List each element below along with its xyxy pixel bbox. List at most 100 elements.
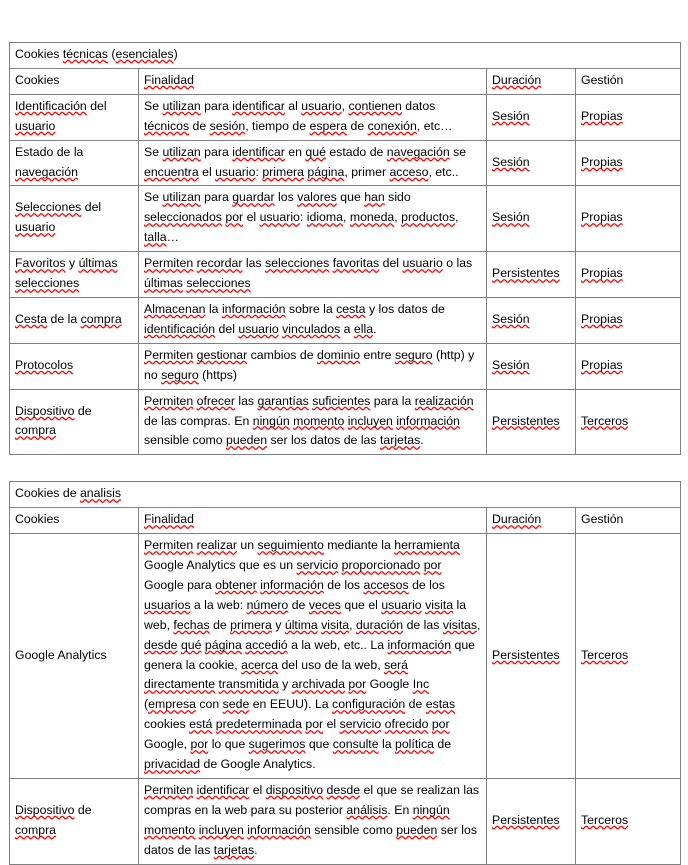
cell-cookie: Favoritos y últimas selecciones [9,251,139,298]
table-caption-row: Cookies técnicas (esenciales) [8,42,682,69]
table-caption: Cookies técnicas (esenciales) [8,42,682,69]
cell-duracion-text: Sesión [492,210,530,225]
table-row: Dispositivo de compra Permiten identifica… [9,778,682,865]
table-caption-row: Cookies de analisis [8,481,682,509]
cell-finalidad-text: Se utilizan para guardar los valores que… [144,190,459,245]
cookies-analisis-body: Cookies de analisis Cookies Finalidad Du… [8,481,682,535]
cell-finalidad: Permiten identificar el dispositivo desd… [138,778,487,865]
cell-gestion: Propias [574,139,682,187]
cell-duracion-text: Sesión [492,108,530,123]
cell-gestion-text: Terceros [581,413,629,428]
cell-finalidad: Permiten realizar un seguimiento mediant… [138,533,487,779]
column-header-duracion: Duración [486,507,576,535]
cell-cookie: Selecciones del usuario [9,185,139,253]
cell-cookie-text: Protocolos [15,357,74,372]
cell-gestion: Terceros [574,778,682,865]
column-header-gestion: Gestión [574,507,682,535]
cell-finalidad-text: Permiten recordar las selecciones favori… [144,256,473,291]
cell-cookie-text: Dispositivo de compra [15,403,92,438]
cell-cookie: Google Analytics [9,533,139,779]
cell-gestion: Terceros [574,388,682,456]
table-row: Identificación del usuario Se utilizan pa… [9,93,682,141]
cell-gestion-text: Propias [581,311,623,326]
cell-duracion-text: Persistentes [492,812,560,827]
table-header-row: Cookies Finalidad Duración Gestión [9,507,682,535]
cell-duracion-text: Sesión [492,311,530,326]
cookies-analisis-rows: Google Analytics Permiten realizar un seg… [9,533,682,865]
table-row: Selecciones del usuario Se utilizan para … [9,185,682,253]
cell-cookie-text: Cesta de la compra [15,311,122,326]
cell-finalidad: Se utilizan para guardar los valores que… [138,185,487,253]
cell-duracion: Sesión [486,296,576,344]
table-row: Protocolos Permiten gestionar cambios de … [9,342,682,390]
cell-gestion: Propias [574,342,682,390]
table-row: Favoritos y últimas selecciones Permiten … [9,251,682,298]
column-header-finalidad: Finalidad [138,507,487,535]
cell-cookie: Identificación del usuario [9,93,139,141]
cell-gestion-text: Terceros [581,647,629,662]
cell-gestion: Propias [574,93,682,141]
cell-finalidad-text: Permiten ofrecer las garantías suficient… [144,393,474,448]
cookies-analisis-table: Cookies de analisis Cookies Finalidad Du… [8,481,682,865]
cell-gestion: Propias [574,251,682,298]
cell-duracion: Sesión [486,185,576,253]
cell-duracion-text: Persistentes [492,266,560,281]
cell-duracion-text: Persistentes [492,647,560,662]
cookies-tecnicas-table: Cookies técnicas (esenciales) Cookies Fi… [8,42,682,456]
cell-gestion-text: Terceros [581,812,629,827]
column-header-cookies: Cookies [9,67,139,95]
column-header-gestion: Gestión [574,67,682,95]
cell-cookie: Dispositivo de compra [9,778,139,865]
cell-gestion: Propias [574,185,682,253]
cell-cookie: Cesta de la compra [9,296,139,344]
cell-cookie-text: Selecciones del usuario [15,200,102,235]
table-caption: Cookies de analisis [8,481,682,509]
cell-finalidad-text: Almacenan la información sobre la cesta … [144,301,445,336]
cell-finalidad: Permiten ofrecer las garantías suficient… [138,388,487,456]
cell-duracion-text: Sesión [492,154,530,169]
cell-duracion: Sesión [486,139,576,187]
table-row: Estado de la navegación Se utilizan para … [9,139,682,187]
cell-duracion: Persistentes [486,251,576,298]
table-row: Cesta de la compra Almacenan la informaci… [9,296,682,344]
cell-finalidad-text: Permiten realizar un seguimiento mediant… [144,538,481,772]
cell-duracion-text: Sesión [492,357,530,372]
table-row: Dispositivo de compra Permiten ofrecer la… [9,388,682,456]
table-row: Google Analytics Permiten realizar un seg… [9,533,682,779]
cell-cookie-text: Identificación del usuario [15,98,107,133]
cell-cookie-text: Favoritos y últimas selecciones [15,256,118,291]
document-page: Cookies técnicas (esenciales) Cookies Fi… [8,42,682,865]
cell-duracion-text: Persistentes [492,413,560,428]
cell-duracion: Persistentes [486,533,576,779]
cookies-tecnicas-body: Cookies técnicas (esenciales) Cookies Fi… [8,42,682,95]
cell-gestion-text: Propias [581,108,623,123]
cell-finalidad-text: Se utilizan para identificar al usuario,… [144,98,453,133]
cell-finalidad: Permiten gestionar cambios de dominio en… [138,342,487,390]
column-header-duracion: Duración [486,67,576,95]
cell-gestion-text: Propias [581,210,623,225]
cell-finalidad-text: Se utilizan para identificar en qué esta… [144,144,467,179]
cell-duracion: Persistentes [486,778,576,865]
cell-finalidad: Almacenan la información sobre la cesta … [138,296,487,344]
cell-cookie-text: Google Analytics [15,647,107,662]
cell-duracion: Persistentes [486,388,576,456]
cell-duracion: Sesión [486,93,576,141]
column-header-finalidad: Finalidad [138,67,487,95]
cell-gestion-text: Propias [581,154,623,169]
cell-cookie: Dispositivo de compra [9,388,139,456]
cell-gestion-text: Propias [581,266,623,281]
cell-gestion-text: Propias [581,357,623,372]
cookies-tecnicas-rows: Identificación del usuario Se utilizan pa… [9,93,682,456]
cell-finalidad: Permiten recordar las selecciones favori… [138,251,487,298]
table-header-row: Cookies Finalidad Duración Gestión [9,67,682,95]
cell-finalidad-text: Permiten identificar el dispositivo desd… [144,783,480,857]
column-header-cookies: Cookies [9,507,139,535]
cell-finalidad: Se utilizan para identificar en qué esta… [138,139,487,187]
cell-finalidad-text: Permiten gestionar cambios de dominio en… [144,347,475,382]
cell-cookie-text: Estado de la navegación [15,144,84,179]
cell-duracion: Sesión [486,342,576,390]
cell-cookie-text: Dispositivo de compra [15,802,92,837]
cell-gestion: Terceros [574,533,682,779]
cell-cookie: Protocolos [9,342,139,390]
cell-cookie: Estado de la navegación [9,139,139,187]
